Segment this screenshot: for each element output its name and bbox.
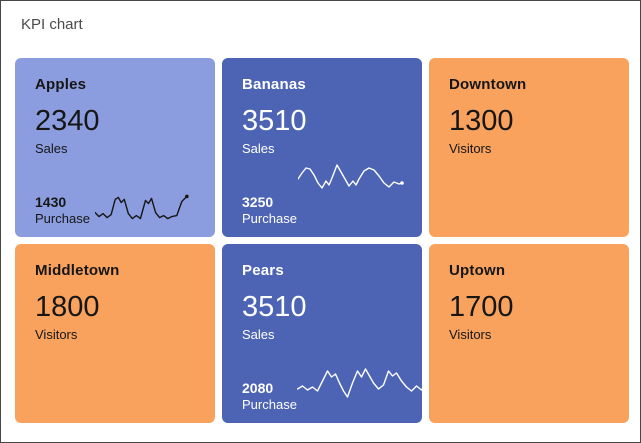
- tile-value-label: Sales: [242, 141, 275, 156]
- tile-value-label: Sales: [35, 141, 68, 156]
- tile-value-label: Visitors: [449, 141, 492, 156]
- tile-value: 3510: [242, 105, 307, 137]
- sparkline-endpoint-dot: [400, 181, 404, 185]
- page-title: KPI chart: [21, 16, 83, 33]
- tile-secondary-section: 2080 Purchase: [242, 361, 450, 412]
- sparkline-endpoint-dot: [185, 194, 189, 199]
- sparkline-line: [95, 195, 188, 220]
- tile-value: 3510: [242, 291, 307, 323]
- tile-value: 1300: [449, 105, 514, 137]
- kpi-tile-pears: Pears 3510 Sales 2080 Purchase: [222, 244, 450, 423]
- secondary-metric: 3250 Purchase: [242, 194, 297, 226]
- tile-title: Middletown: [35, 262, 120, 279]
- kpi-tile-downtown: Downtown 1300 Visitors: [429, 58, 629, 237]
- kpi-tile-middletown: Middletown 1800 Visitors: [15, 244, 215, 423]
- tile-value: 2340: [35, 105, 100, 137]
- header: KPI chart: [1, 1, 640, 34]
- kpi-tile-uptown: Uptown 1700 Visitors: [429, 244, 629, 423]
- sparkline-line: [298, 164, 403, 189]
- sparkline-line: [296, 364, 449, 398]
- sparkline-chart: [298, 157, 408, 197]
- kpi-tile-apples: Apples 2340 Sales 1430 Purchase: [15, 58, 215, 237]
- secondary-label: Purchase: [35, 211, 90, 226]
- secondary-label: Purchase: [242, 211, 297, 226]
- tile-secondary-section: 3250 Purchase: [242, 157, 408, 226]
- secondary-value: 3250: [242, 194, 274, 210]
- tile-value: 1800: [35, 291, 100, 323]
- tile-title: Downtown: [449, 76, 527, 93]
- secondary-metric: 2080 Purchase: [242, 380, 297, 412]
- kpi-tile-bananas: Bananas 3510 Sales 3250 Purchase: [222, 58, 422, 237]
- tile-title: Bananas: [242, 76, 306, 93]
- secondary-metric: 1430 Purchase: [35, 194, 90, 226]
- tile-title: Pears: [242, 262, 284, 279]
- tile-value-label: Sales: [242, 327, 275, 342]
- secondary-label: Purchase: [242, 397, 297, 412]
- tile-value-label: Visitors: [449, 327, 492, 342]
- tile-value: 1700: [449, 291, 514, 323]
- sparkline-chart: [95, 189, 201, 224]
- kpi-tile-grid: Apples 2340 Sales 1430 Purchase Bananas …: [1, 58, 640, 423]
- tile-secondary-section: 1430 Purchase: [35, 189, 201, 226]
- tile-value-label: Visitors: [35, 327, 78, 342]
- tile-title: Uptown: [449, 262, 506, 279]
- secondary-value: 1430: [35, 194, 67, 210]
- secondary-value: 2080: [242, 380, 274, 396]
- tile-title: Apples: [35, 76, 87, 93]
